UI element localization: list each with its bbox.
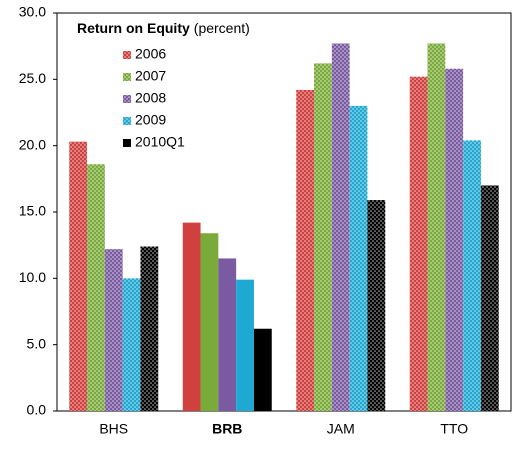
y-tick-label: 15.0 [19, 203, 46, 219]
y-tick-label: 20.0 [19, 136, 46, 152]
bar [296, 89, 315, 412]
legend-swatch [123, 139, 131, 147]
bar [349, 105, 368, 411]
x-tick-label: TTO [440, 421, 468, 437]
bar [87, 164, 105, 411]
legend-swatch [123, 51, 131, 59]
bar [104, 249, 123, 411]
bar [182, 222, 201, 411]
x-tick-label: BRB [212, 421, 242, 437]
y-tick-label: 30.0 [19, 4, 46, 20]
legend-label: 2007 [135, 68, 166, 84]
bar [122, 278, 141, 411]
bar [409, 76, 428, 412]
bar [200, 233, 219, 411]
x-tick-label: JAM [327, 421, 355, 437]
bar [253, 328, 272, 411]
legend-swatch [123, 73, 131, 81]
y-tick-label: 0.0 [27, 402, 47, 418]
bar [140, 246, 159, 411]
y-tick-label: 25.0 [19, 70, 46, 86]
bar [463, 140, 481, 412]
y-tick-label: 5.0 [27, 335, 47, 351]
bar [218, 258, 237, 411]
legend-label: 2009 [135, 112, 166, 128]
legend-label: 2010Q1 [135, 134, 185, 150]
bar [236, 279, 254, 411]
chart-title: Return on Equity (percent) [77, 20, 250, 36]
bar [331, 43, 350, 411]
legend-swatch [123, 95, 131, 103]
legend-swatch [123, 117, 131, 125]
bar [367, 200, 386, 411]
legend-label: 2008 [135, 90, 166, 106]
bar [480, 185, 499, 411]
title: Return on Equity [77, 20, 190, 36]
bar [69, 141, 88, 412]
subtitle: (percent) [194, 20, 250, 36]
legend-label: 2006 [135, 46, 166, 62]
bar [445, 68, 464, 411]
bar [314, 63, 332, 412]
x-tick-label: BHS [99, 421, 128, 437]
bar [427, 43, 446, 411]
y-tick-label: 10.0 [19, 269, 46, 285]
